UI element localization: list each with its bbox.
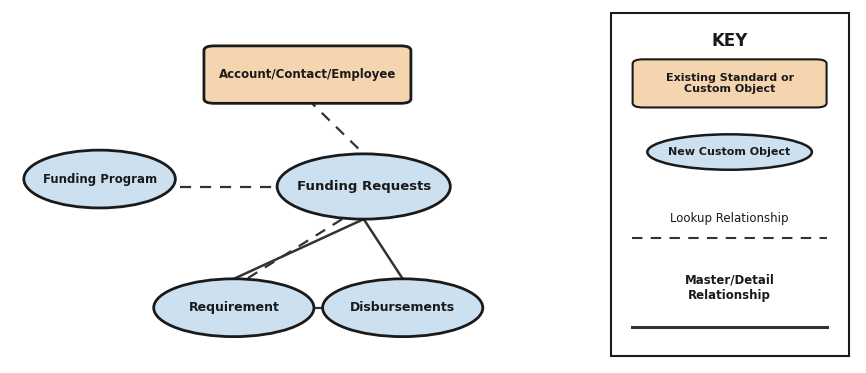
Ellipse shape [24, 150, 175, 208]
Text: New Custom Object: New Custom Object [669, 147, 791, 157]
Ellipse shape [322, 279, 483, 337]
FancyBboxPatch shape [204, 46, 410, 103]
Ellipse shape [154, 279, 313, 337]
Text: Disbursements: Disbursements [350, 301, 456, 314]
Ellipse shape [648, 134, 812, 170]
Text: Funding Program: Funding Program [42, 173, 157, 185]
Text: KEY: KEY [711, 31, 748, 50]
Ellipse shape [277, 154, 450, 219]
Text: Lookup Relationship: Lookup Relationship [670, 213, 789, 225]
Text: Requirement: Requirement [189, 301, 279, 314]
FancyBboxPatch shape [611, 13, 849, 356]
Text: Master/Detail
Relationship: Master/Detail Relationship [685, 273, 774, 302]
Text: Funding Requests: Funding Requests [296, 180, 431, 193]
Text: Account/Contact/Employee: Account/Contact/Employee [219, 68, 396, 81]
FancyBboxPatch shape [632, 59, 826, 107]
Text: Existing Standard or
Custom Object: Existing Standard or Custom Object [666, 73, 793, 94]
